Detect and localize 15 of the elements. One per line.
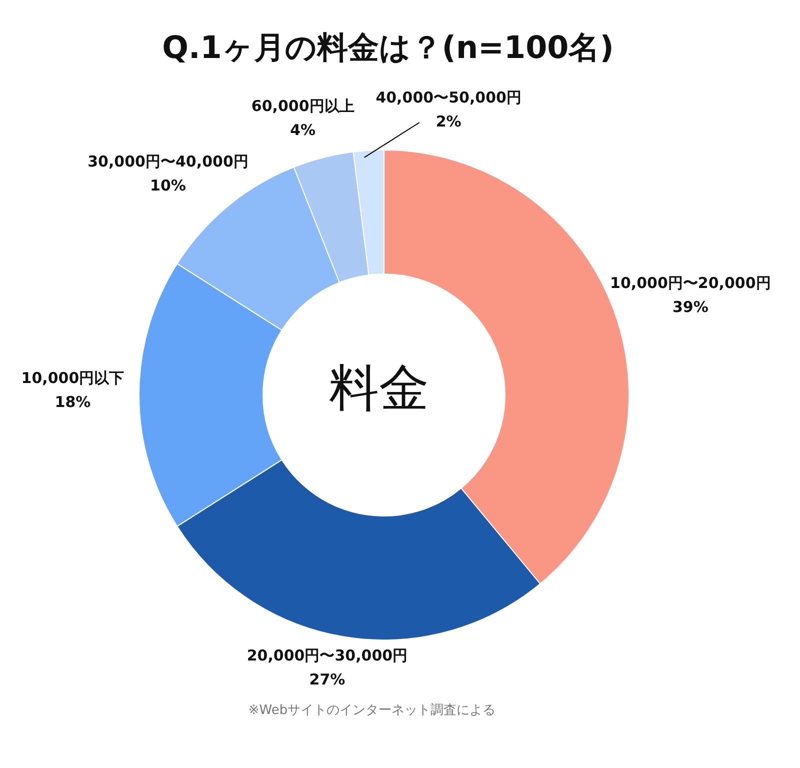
slice-label: 30,000円〜40,000円 [88,152,248,170]
data-label: 39% [672,298,708,316]
data-label: 27% [309,670,346,689]
slice-label: 10,000円〜20,000円 [610,274,771,292]
text: ※Webサイトのインターネット調査による [247,702,497,720]
slice-label: 20,000円〜30,000円 [246,646,408,665]
data-label: 18% [54,393,91,411]
data-label: 10% [150,176,186,194]
slice-label: 60,000円以上 [251,96,354,115]
data-label: 4% [290,120,316,139]
text: 料金 [328,358,430,419]
chart-title: Q.1ヶ月の料金は？(n=100名) [161,29,615,68]
slice-label: 40,000〜50,000円 [376,88,522,107]
slice-label: 10,000円以下 [21,369,124,387]
data-label: 2% [436,112,462,131]
